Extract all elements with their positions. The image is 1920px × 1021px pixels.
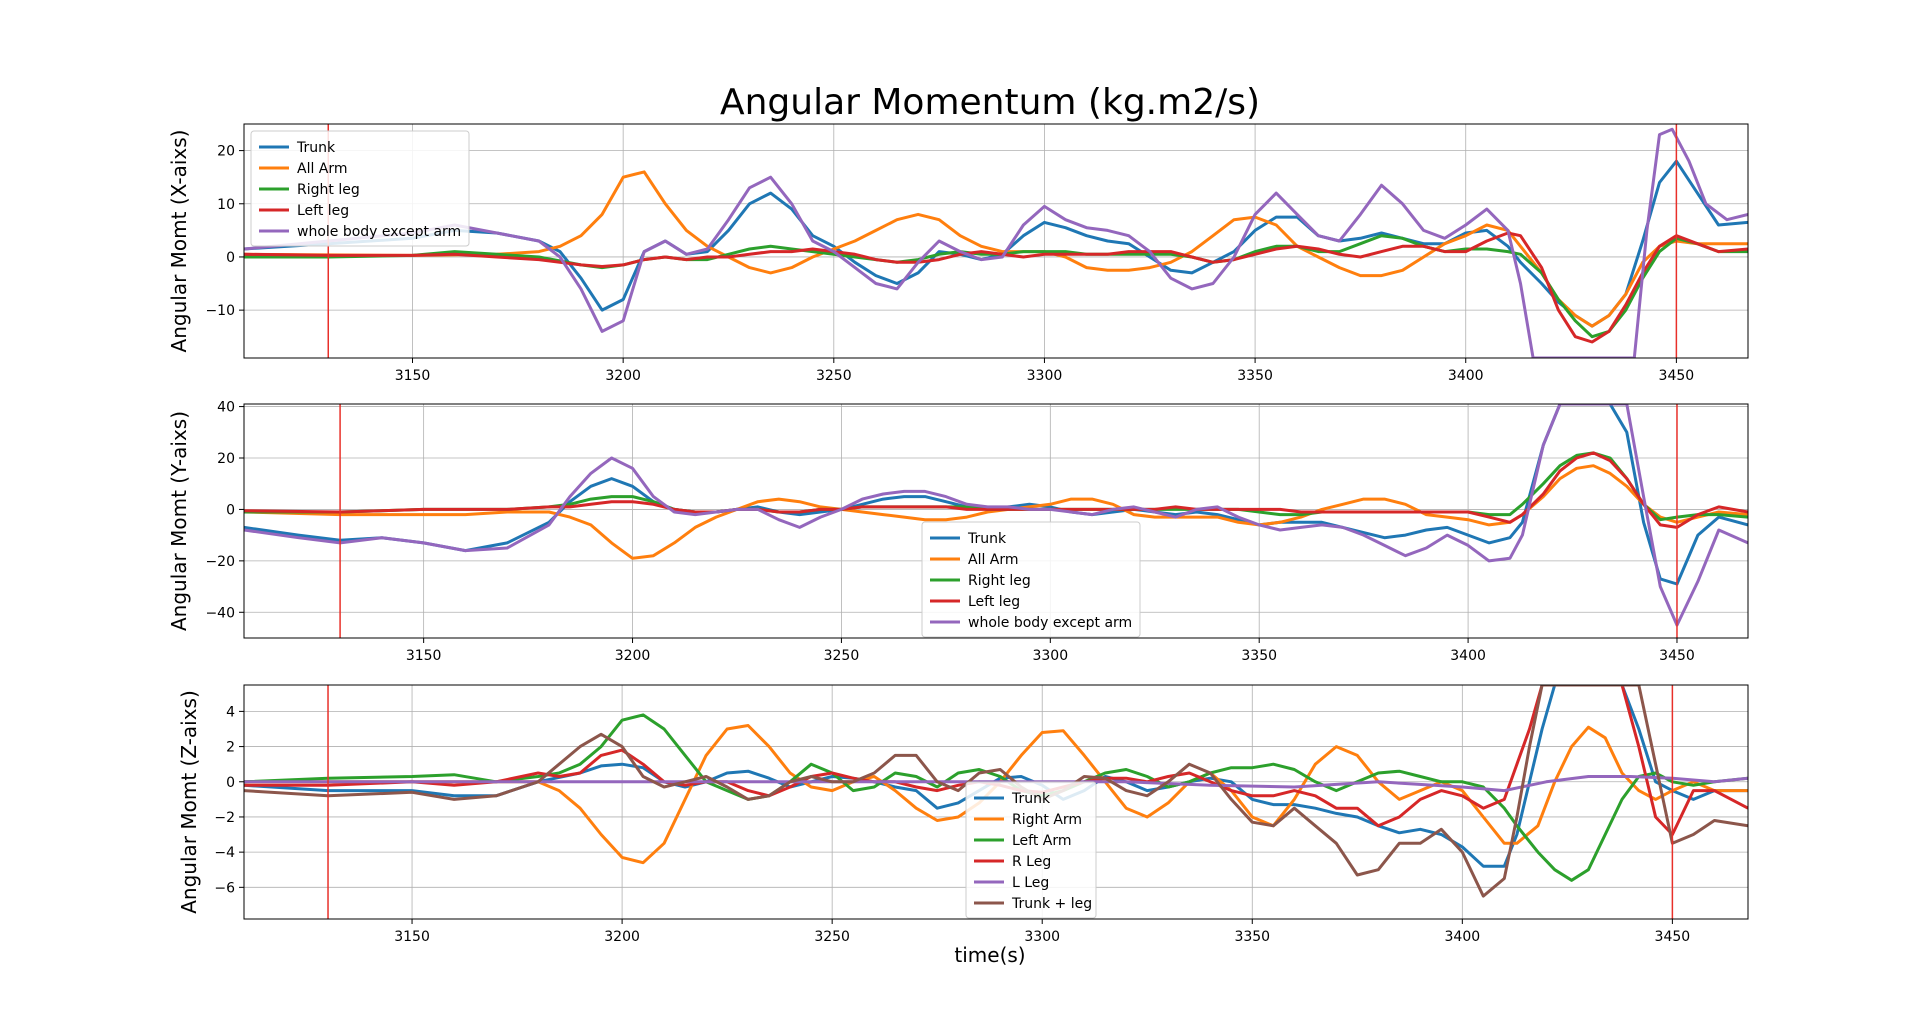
x-tick-label: 3350 xyxy=(1234,929,1270,945)
axes-frame xyxy=(243,123,1749,359)
y-tick-label: 0 xyxy=(226,775,235,791)
figure-title: Angular Momentum (kg.m2/s) xyxy=(720,82,1260,123)
x-tick-label: 3200 xyxy=(605,368,641,384)
y-tick-label: −2 xyxy=(214,810,235,826)
x-tick-label: 3150 xyxy=(395,368,431,384)
legend-box xyxy=(250,130,470,247)
legend-label-left-leg: Left leg xyxy=(968,594,1020,610)
x-tick-label: 3400 xyxy=(1445,929,1481,945)
x-tick-label: 3300 xyxy=(1024,929,1060,945)
x-tick-label: 3250 xyxy=(824,648,860,664)
x-tick-label: 3350 xyxy=(1237,368,1273,384)
series-line-whole-body-except-arm xyxy=(244,127,1748,358)
y-tick-label: 10 xyxy=(217,197,235,213)
series-line-left-leg xyxy=(244,231,1748,344)
y-axis-momentum-subplot: 3150 3200 3250 3300 3350 3400 3450 −40 −20 0 20 40 A… xyxy=(167,400,1749,664)
legend-label-trunk-leg: Trunk + leg xyxy=(1011,896,1092,912)
legend-label-whole-body-except-arm: whole body except arm xyxy=(297,224,461,240)
y-axis-label: Angular Momt (Y-aixs) xyxy=(167,411,191,631)
y-tick-label: 4 xyxy=(226,704,235,720)
y-tick-label: 0 xyxy=(226,502,235,518)
legend-label-left-leg: Left leg xyxy=(297,203,349,219)
x-tick-label: 3400 xyxy=(1448,368,1484,384)
legend-label-whole-body-except-arm: whole body except arm xyxy=(968,615,1132,631)
legend: Trunk All Arm Right leg Left leg whole body … xyxy=(250,130,470,247)
x-tick-label: 3450 xyxy=(1659,368,1695,384)
legend-box xyxy=(965,781,1097,919)
legend-label-right-leg: Right leg xyxy=(297,182,360,198)
x-tick-label: 3300 xyxy=(1032,648,1068,664)
legend-label-all-arm: All Arm xyxy=(297,161,348,177)
legend: Trunk Right Arm Left Arm R Leg L Leg Trunk + … xyxy=(965,781,1097,919)
y-axis-label: Angular Momt (Z-aixs) xyxy=(177,690,201,914)
x-tick-label: 3250 xyxy=(814,929,850,945)
x-tick-label: 3400 xyxy=(1450,648,1486,664)
x-tick-label: 3150 xyxy=(394,929,430,945)
x-tick-label: 3300 xyxy=(1027,368,1063,384)
y-tick-label: 20 xyxy=(217,451,235,467)
axes-frame xyxy=(243,684,1749,920)
x-tick-label: 3200 xyxy=(604,929,640,945)
series-line-left-leg xyxy=(244,451,1748,529)
series-line-trunk-leg xyxy=(244,685,1748,898)
series-line-all-arm xyxy=(244,464,1748,560)
y-tick-label: −40 xyxy=(205,605,235,621)
y-tick-label: −20 xyxy=(205,554,235,570)
legend-label-right-arm: Right Arm xyxy=(1012,812,1082,828)
y-tick-label: 0 xyxy=(226,250,235,266)
z-axis-momentum-subplot: 3150 3200 3250 3300 3350 3400 3450 −6 −4 −2 0 2 4 Ang… xyxy=(177,684,1749,945)
legend: Trunk All Arm Right leg Left leg whole body … xyxy=(921,521,1141,638)
y-tick-label: 20 xyxy=(217,144,235,160)
x-tick-label: 3450 xyxy=(1659,648,1695,664)
legend-label-l-leg: L Leg xyxy=(1012,875,1049,891)
y-tick-label: 2 xyxy=(226,740,235,756)
series-line-whole-body-except-arm xyxy=(244,404,1748,627)
axes-frame xyxy=(243,403,1749,639)
y-axis-label: Angular Momt (X-aixs) xyxy=(167,130,191,353)
legend-label-trunk: Trunk xyxy=(1011,791,1051,807)
legend-label-left-arm: Left Arm xyxy=(1012,833,1072,849)
legend-label-all-arm: All Arm xyxy=(968,552,1019,568)
series-line-left-arm xyxy=(244,713,1748,882)
x-tick-label: 3150 xyxy=(406,648,442,664)
legend-label-right-leg: Right leg xyxy=(968,573,1031,589)
x-axis-label: time(s) xyxy=(954,943,1025,967)
legend-box xyxy=(921,521,1141,638)
y-tick-label: 40 xyxy=(217,400,235,416)
x-tick-label: 3200 xyxy=(615,648,651,664)
x-axis-momentum-subplot: 3150 3200 3250 3300 3350 3400 3450 −10 0 10 20 Angu… xyxy=(167,123,1749,384)
series-line-l-leg xyxy=(244,775,1748,793)
legend-label-trunk: Trunk xyxy=(967,531,1007,547)
x-tick-label: 3350 xyxy=(1241,648,1277,664)
x-tick-label: 3250 xyxy=(816,368,852,384)
series-line-r-leg xyxy=(244,685,1748,836)
y-tick-label: −10 xyxy=(205,303,235,319)
y-tick-label: −6 xyxy=(214,880,235,896)
legend-label-trunk: Trunk xyxy=(296,140,336,156)
x-tick-label: 3450 xyxy=(1655,929,1691,945)
y-tick-label: −4 xyxy=(214,845,235,861)
legend-label-r-leg: R Leg xyxy=(1012,854,1051,870)
